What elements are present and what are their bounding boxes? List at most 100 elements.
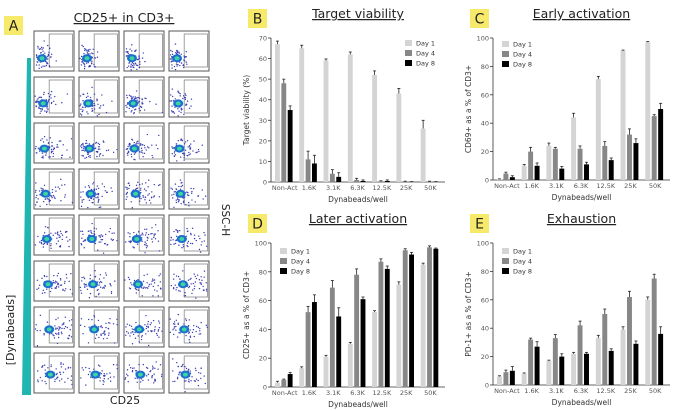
gate-rectangle bbox=[138, 171, 163, 206]
event-dot bbox=[81, 367, 83, 369]
x-tick-label: 1.6K bbox=[524, 387, 539, 395]
x-tick-label: 1.6K bbox=[302, 184, 317, 192]
event-dot bbox=[180, 111, 182, 114]
gate-rectangle bbox=[48, 171, 73, 206]
gate-rectangle bbox=[138, 33, 163, 68]
event-dot bbox=[151, 232, 153, 235]
event-dot bbox=[198, 333, 200, 335]
event-dot bbox=[173, 155, 175, 157]
event-dot bbox=[139, 183, 141, 186]
event-dot bbox=[173, 206, 175, 209]
event-dot bbox=[174, 43, 177, 45]
bar bbox=[571, 353, 577, 385]
flow-plot-frame bbox=[78, 168, 120, 210]
y-tick-label: 40 bbox=[259, 96, 267, 104]
event-dot bbox=[67, 240, 69, 242]
event-dot bbox=[42, 50, 44, 52]
event-dot bbox=[183, 59, 185, 61]
event-dot bbox=[58, 140, 61, 142]
event-dot bbox=[110, 292, 113, 295]
event-dot bbox=[184, 98, 187, 101]
event-dot bbox=[135, 321, 137, 324]
event-dot bbox=[91, 109, 94, 112]
event-dot bbox=[198, 150, 200, 153]
event-dot bbox=[34, 95, 36, 97]
event-dot bbox=[134, 377, 136, 380]
event-dot bbox=[136, 68, 138, 71]
event-dot bbox=[91, 52, 93, 54]
event-dot bbox=[101, 287, 104, 289]
event-dot bbox=[173, 230, 175, 233]
event-dot bbox=[142, 194, 144, 197]
event-dot bbox=[112, 363, 115, 366]
bar bbox=[420, 128, 426, 182]
bar bbox=[323, 356, 329, 387]
event-dot bbox=[179, 64, 181, 67]
event-dot bbox=[185, 334, 187, 337]
event-dot bbox=[178, 290, 180, 292]
event-dot bbox=[64, 368, 67, 370]
event-dot bbox=[177, 313, 180, 316]
event-dot bbox=[86, 111, 88, 113]
event-dot bbox=[179, 278, 181, 280]
event-dot bbox=[97, 194, 100, 196]
event-dot bbox=[189, 242, 192, 245]
event-dot bbox=[148, 344, 150, 347]
event-dot bbox=[55, 373, 58, 376]
event-dot bbox=[62, 144, 64, 146]
event-dot bbox=[116, 323, 118, 326]
flow-plot-frame bbox=[33, 30, 75, 72]
x-tick-label: 6.3K bbox=[574, 387, 589, 395]
event-dot bbox=[177, 322, 179, 325]
event-dot bbox=[84, 325, 86, 328]
event-dot bbox=[47, 92, 50, 95]
event-dot bbox=[110, 238, 113, 240]
event-dot bbox=[70, 336, 73, 338]
flow-plot-frame bbox=[123, 214, 165, 256]
event-dot bbox=[183, 66, 185, 69]
density-peak bbox=[46, 327, 52, 332]
event-dot bbox=[81, 146, 83, 149]
event-dot bbox=[133, 66, 135, 69]
event-dot bbox=[180, 62, 183, 64]
event-dot bbox=[103, 373, 106, 375]
event-dot bbox=[64, 381, 66, 383]
event-dot bbox=[203, 240, 206, 242]
event-dot bbox=[136, 381, 138, 384]
event-dot bbox=[98, 292, 100, 295]
event-dot bbox=[183, 156, 185, 159]
event-dot bbox=[46, 198, 48, 200]
bar bbox=[329, 173, 335, 182]
event-dot bbox=[95, 188, 98, 190]
event-dot bbox=[67, 337, 69, 339]
event-dot bbox=[105, 111, 108, 114]
flow-plot-frame bbox=[123, 306, 165, 348]
event-dot bbox=[69, 156, 71, 158]
flow-plot-frame bbox=[123, 122, 165, 164]
event-dot bbox=[104, 233, 107, 236]
event-dot bbox=[171, 64, 173, 66]
event-dot bbox=[151, 365, 154, 367]
event-dot bbox=[200, 244, 202, 246]
event-dot bbox=[204, 382, 206, 385]
event-dot bbox=[88, 296, 91, 299]
event-dot bbox=[159, 281, 162, 283]
event-dot bbox=[188, 205, 190, 207]
event-dot bbox=[153, 233, 155, 235]
legend-swatch bbox=[502, 61, 509, 67]
x-axis-label: Dynabeads/well bbox=[552, 398, 612, 407]
event-dot bbox=[158, 322, 161, 324]
event-dot bbox=[126, 103, 129, 105]
bar bbox=[620, 329, 626, 385]
event-dot bbox=[70, 379, 72, 381]
event-dot bbox=[186, 194, 189, 196]
event-dot bbox=[193, 273, 195, 275]
y-tick-label: 20 bbox=[259, 137, 267, 145]
event-dot bbox=[183, 197, 185, 199]
event-dot bbox=[125, 148, 128, 150]
bar bbox=[503, 173, 509, 180]
event-dot bbox=[47, 108, 49, 110]
y-tick-label: 20 bbox=[481, 148, 489, 156]
bar bbox=[509, 177, 515, 180]
event-dot bbox=[103, 141, 105, 143]
